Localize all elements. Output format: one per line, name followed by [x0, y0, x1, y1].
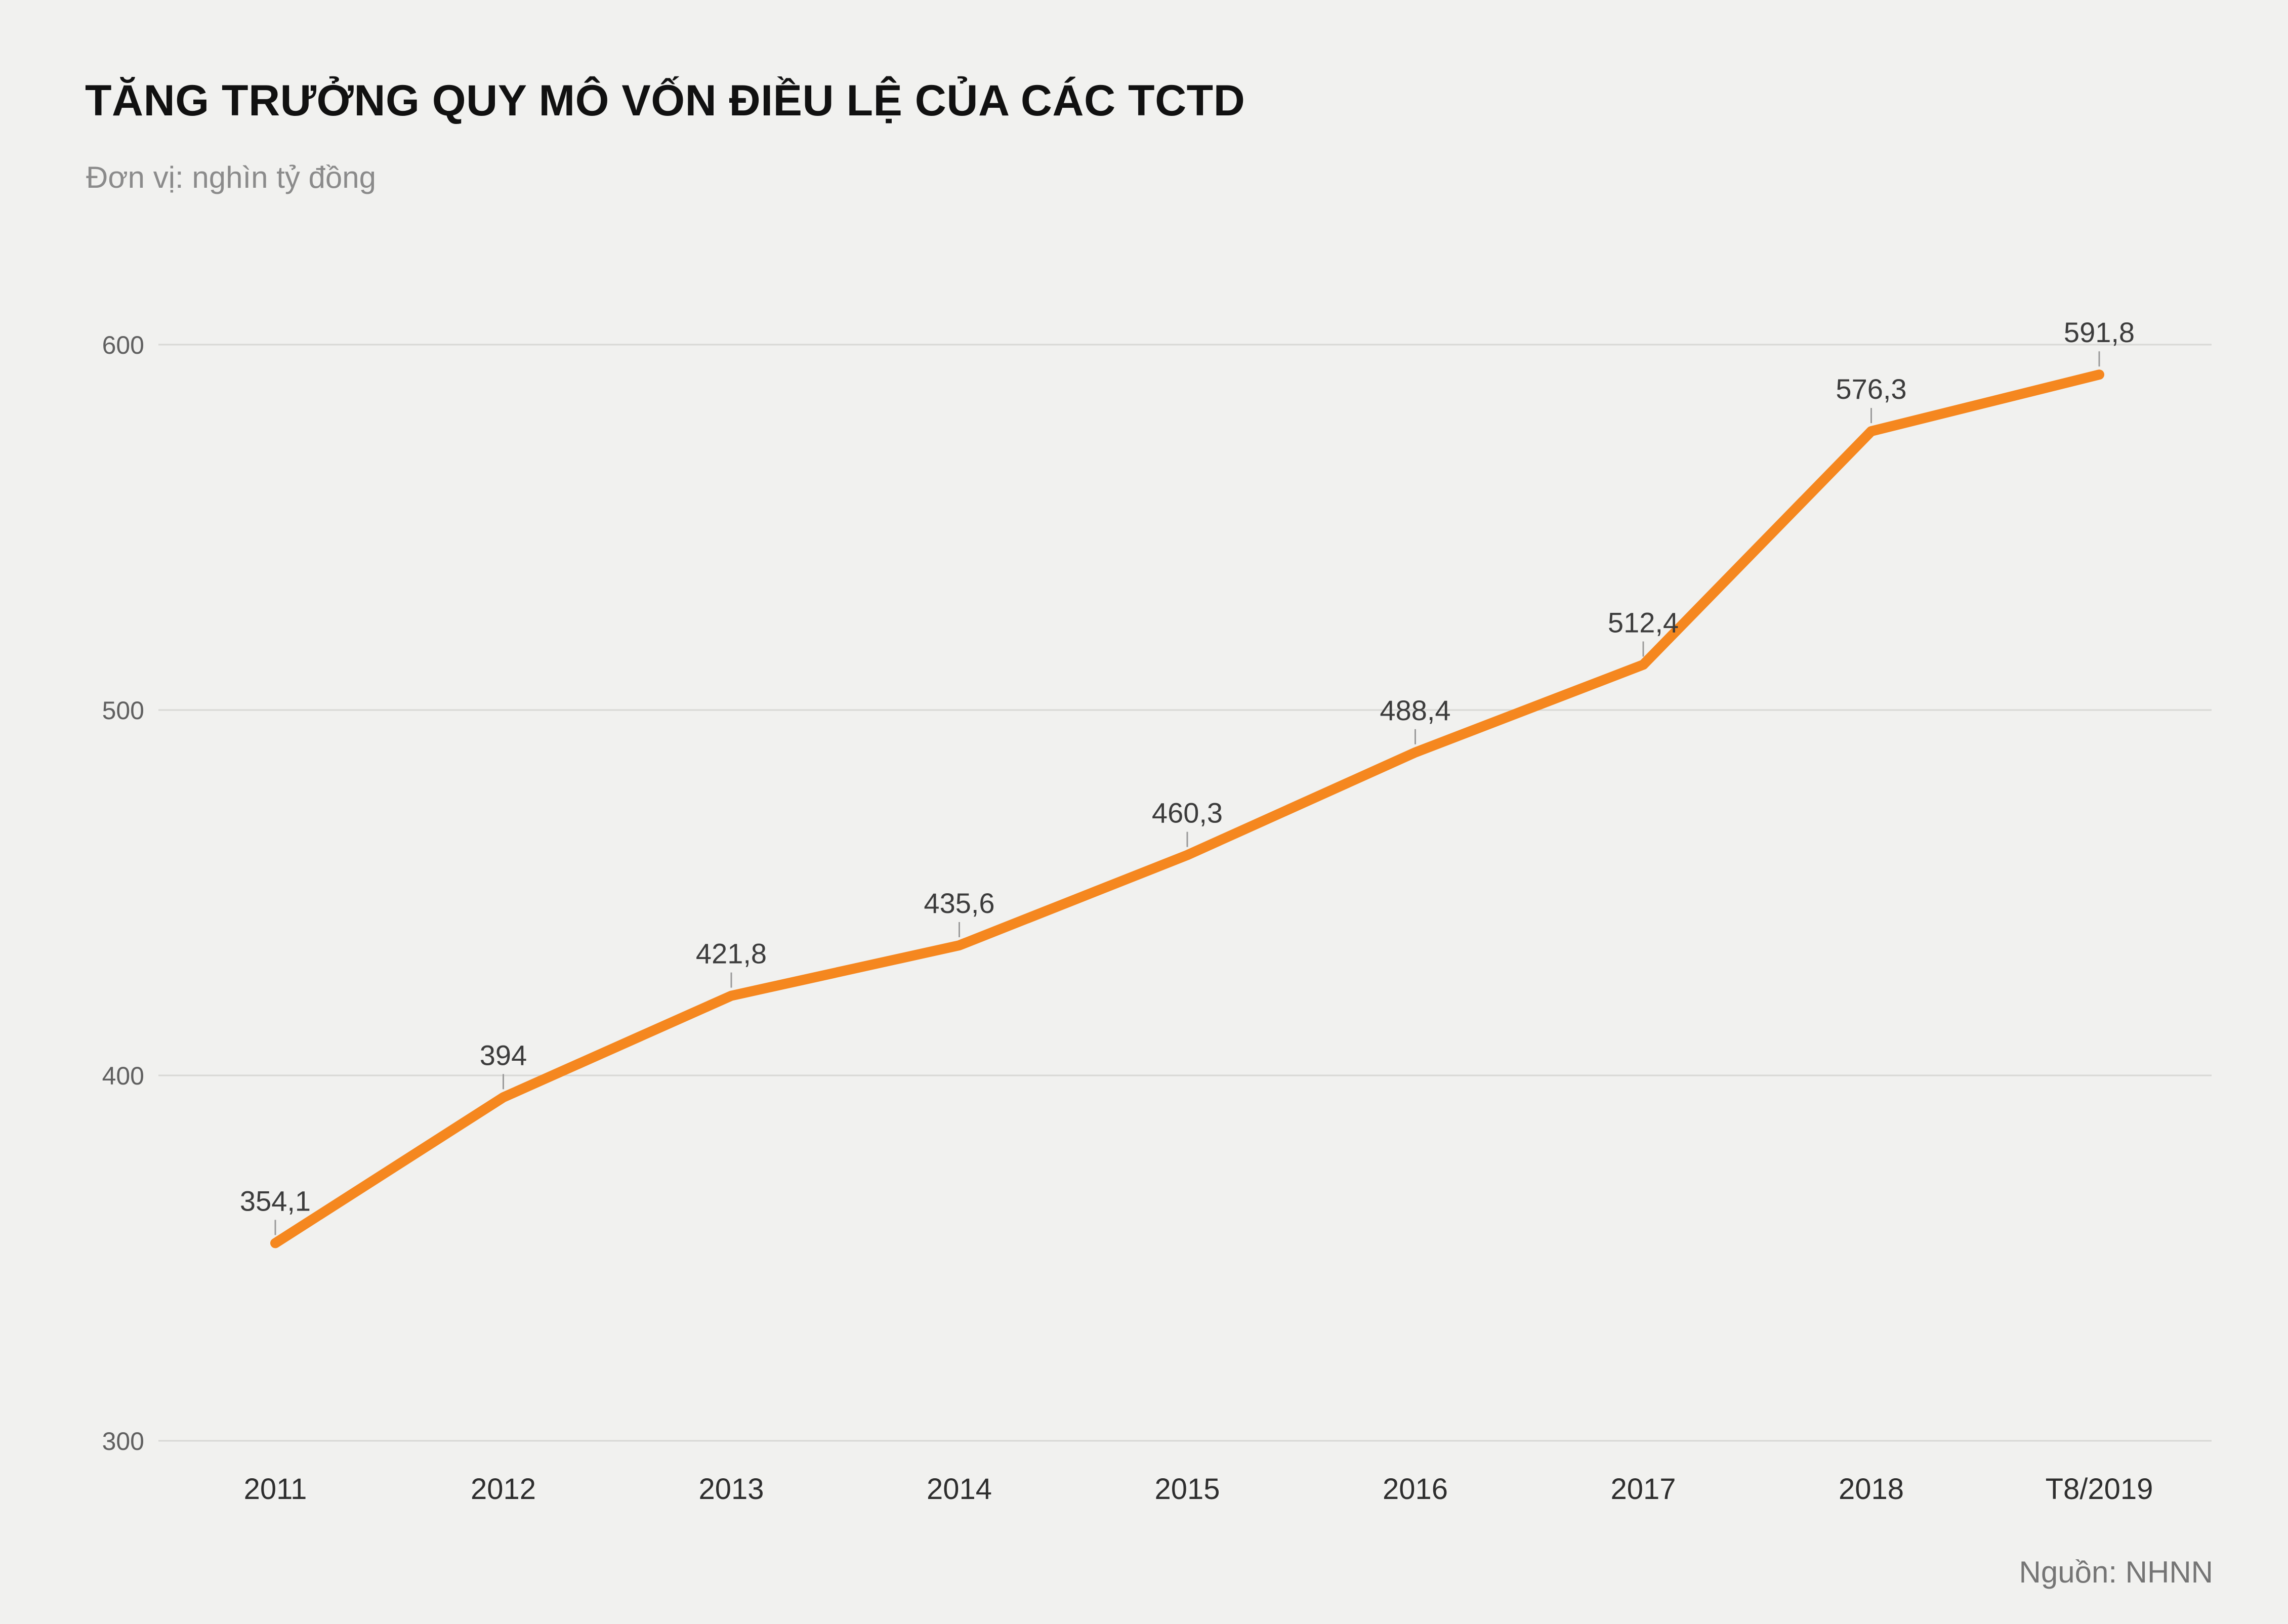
x-tick-label: 2015 [1154, 1473, 1220, 1506]
data-label: 354,1 [240, 1185, 311, 1217]
y-tick-label: 300 [102, 1427, 144, 1455]
y-tick-label: 400 [102, 1062, 144, 1090]
x-tick-label: 2011 [244, 1473, 307, 1506]
data-label: 421,8 [696, 938, 767, 970]
series-line [270, 369, 2104, 1248]
chart-unit-label: Đơn vị: nghìn tỷ đồng [86, 160, 377, 194]
x-tick-label: 2017 [1610, 1473, 1676, 1506]
data-label: 488,4 [1380, 694, 1450, 726]
data-label: 576,3 [1836, 373, 1906, 405]
x-tick-label: 2014 [927, 1473, 992, 1506]
y-tick-label: 600 [102, 331, 144, 359]
chart-title: TĂNG TRƯỞNG QUY MÔ VỐN ĐIỀU LỆ CỦA CÁC T… [85, 76, 1245, 125]
source-note: Nguồn: NHNN [2019, 1555, 2213, 1589]
data-label: 394 [480, 1039, 527, 1071]
data-label: 435,6 [924, 887, 994, 919]
x-tick-label: 2012 [471, 1473, 536, 1506]
x-tick-label: T8/2019 [2046, 1473, 2153, 1506]
x-tick-label: 2016 [1383, 1473, 1448, 1506]
y-tick-label: 500 [102, 696, 144, 725]
x-tick-label: 2018 [1839, 1473, 1904, 1506]
x-tick-label: 2013 [698, 1473, 764, 1506]
data-label: 512,4 [1608, 606, 1679, 638]
data-label: 591,8 [2064, 316, 2135, 348]
data-label: 460,3 [1152, 797, 1223, 829]
